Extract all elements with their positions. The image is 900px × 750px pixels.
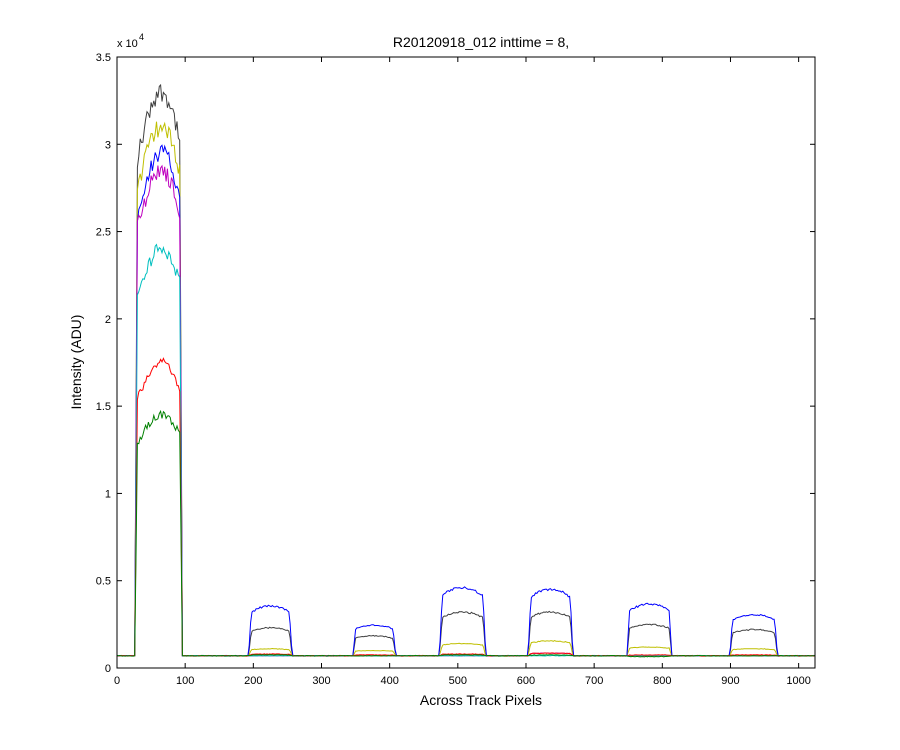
y-tick-label: 0.5 (96, 576, 111, 588)
y-exponent-power: 4 (139, 32, 144, 42)
x-tick-label: 300 (312, 675, 330, 687)
y-exponent-label: x 10 (117, 38, 138, 50)
x-tick-label: 0 (114, 675, 120, 687)
y-tick-label: 3.5 (96, 52, 111, 64)
x-tick-label: 1000 (786, 675, 810, 687)
x-axis: 0 100 200 300 400 500 600 700 800 900 1000 (114, 57, 811, 687)
plot-frame (116, 56, 816, 669)
x-tick-label: 800 (653, 675, 671, 687)
x-tick-label: 600 (517, 675, 535, 687)
y-axis: 0 0.5 1 1.5 2 2.5 3 3.5 (96, 52, 815, 675)
chart-title: R20120918_012 inttime = 8, (393, 34, 569, 50)
x-tick-label: 200 (244, 675, 262, 687)
y-tick-label: 2 (105, 314, 111, 326)
plot-area (117, 57, 815, 668)
x-tick-label: 900 (721, 675, 739, 687)
y-tick-label: 2.5 (96, 227, 111, 239)
y-tick-label: 0 (105, 663, 111, 675)
y-tick-label: 3 (105, 139, 111, 151)
series-line-7 (116, 409, 816, 658)
x-tick-label: 400 (380, 675, 398, 687)
x-tick-label: 700 (585, 675, 603, 687)
x-tick-label: 100 (176, 675, 194, 687)
x-axis-title: Across Track Pixels (420, 692, 542, 708)
x-tick-label: 500 (449, 675, 467, 687)
series-layer (116, 83, 816, 658)
y-tick-label: 1.5 (96, 401, 111, 413)
y-tick-label: 1 (105, 488, 111, 500)
y-axis-title: Intensity (ADU) (68, 315, 84, 410)
